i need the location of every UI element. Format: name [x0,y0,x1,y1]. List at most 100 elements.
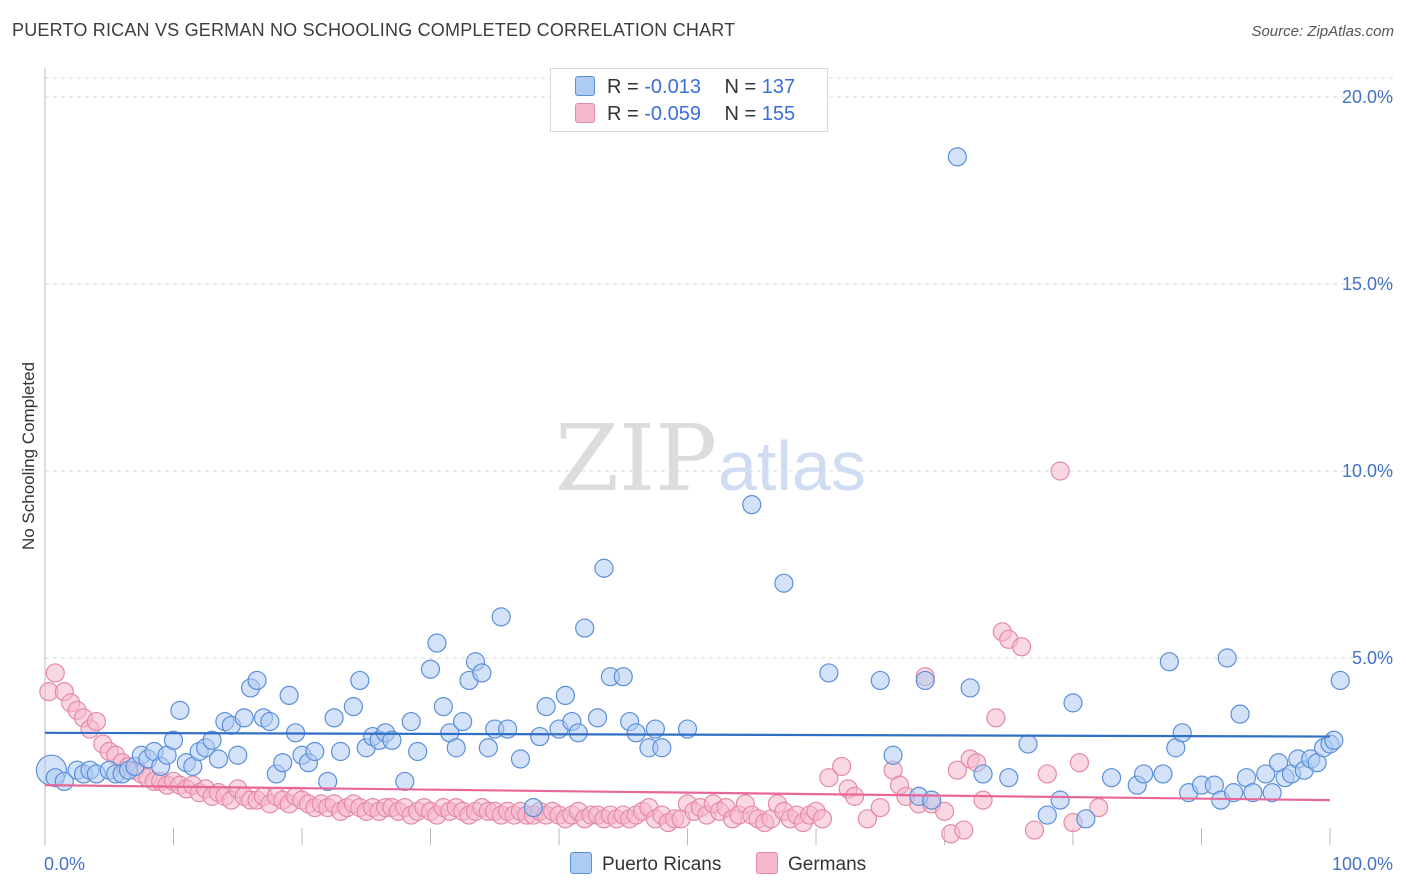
german-point [844,786,865,806]
legend-n-label: N = [724,103,757,125]
axes [44,68,1331,845]
puerto-rican-point [453,711,473,732]
puerto-rican-point [1262,783,1282,803]
legend-swatch-blue [575,76,595,96]
puerto-rican-point [568,723,588,743]
puerto-rican-point [530,726,550,747]
watermark-zip: ZIP [555,405,717,512]
puerto-rican-point [870,670,890,691]
puerto-rican-point [478,738,498,758]
y-tick-label: 20.0% [1342,87,1393,107]
puerto-rican-point [318,771,338,792]
legend-n-value: 137 [761,76,796,98]
y-axis-title: No Schooling Completed [19,362,38,550]
puerto-rican-point [350,670,370,691]
puerto-rican-point [1018,734,1038,754]
chart-title: PUERTO RICAN VS GERMAN NO SCHOOLING COMP… [12,20,736,40]
german-point [45,663,65,683]
german-point [1024,820,1045,840]
german-point [812,809,833,829]
puerto-rican-point [883,745,903,765]
puerto-rican-point [247,670,267,691]
puerto-rican-point [575,618,595,638]
german-point [819,768,839,788]
puerto-rican-point [1050,790,1070,810]
puerto-rican-point [1172,723,1192,743]
german-point [86,711,107,732]
legend-row-germans: R = -0.059 N = 155 [575,103,795,127]
watermark-atlas: atlas [718,427,866,505]
puerto-rican-point [594,558,614,578]
puerto-rican-point [742,495,762,515]
source-label: Source: ZipAtlas.com [1251,23,1394,40]
puerto-rican-point [999,768,1019,788]
legend-swatch-pink [756,852,778,874]
legend-item-germans: Germans [756,852,866,876]
german-point [947,760,967,780]
puerto-rican-point [1063,693,1083,713]
puerto-rican-point [510,749,531,769]
watermark: ZIP atlas [555,405,866,512]
x-tick-label: 100.0% [1332,854,1393,874]
legend-row-puerto-ricans: R = -0.013 N = 137 [575,76,795,100]
puerto-rican-point [446,738,466,758]
puerto-rican-point [382,730,402,750]
legend-r-value: -0.059 [644,103,701,125]
puerto-rican-point [915,670,935,691]
puerto-rican-point [523,797,543,818]
puerto-rican-point [1256,764,1276,784]
puerto-rican-point [1224,783,1244,803]
trend-lines [44,731,1331,802]
puerto-rican-point [947,147,967,167]
puerto-rican-point [1243,783,1263,803]
puerto-rican-point [170,700,190,720]
puerto-rican-point [1101,768,1122,788]
correlation-legend: R = -0.013 N = 137 R = -0.059 N = 155 [550,68,828,132]
puerto-rican-point [1134,764,1154,784]
puerto-rican-point [652,738,672,758]
puerto-rican-point [324,708,344,728]
trend-line-germans [44,784,1331,802]
legend-r-label: R = [607,76,639,98]
puerto-rican-point [498,719,518,739]
puerto-rican-point [234,708,254,728]
german-point [954,820,974,840]
puerto-rican-point [491,607,511,627]
german-point [870,797,890,818]
puerto-rican-point [330,741,351,762]
german-point [832,756,852,777]
german-point [1011,637,1032,657]
puerto-rican-point [228,745,248,765]
legend-n-value: 155 [761,103,796,125]
puerto-rican-point [343,697,363,717]
puerto-rican-point [260,711,280,732]
legend-swatch-pink [575,103,595,123]
x-tick-label: 0.0% [44,854,85,874]
puerto-rican-point [401,711,421,732]
puerto-rican-point [555,685,576,706]
puerto-rican-point [208,749,229,769]
puerto-rican-point [163,730,184,750]
puerto-rican-point [1330,670,1350,691]
puerto-rican-point [587,708,608,728]
legend-series2-label: Germans [788,854,867,875]
puerto-rican-point [922,790,942,810]
puerto-rican-point [427,633,447,653]
german-point [973,790,993,810]
legend-n-label: N = [724,76,757,98]
series-legend: Puerto Ricans Germans [0,852,1406,878]
puerto-rican-point [305,741,325,762]
puerto-rican-point [1076,809,1096,829]
puerto-rican-point [819,663,839,683]
y-tick-label: 15.0% [1342,274,1393,294]
y-tick-label: 10.0% [1342,461,1393,481]
puerto-rican-point [1037,805,1057,825]
legend-item-puerto-ricans: Puerto Ricans [570,852,721,876]
german-point [934,801,955,821]
puerto-rican-point [408,741,428,762]
puerto-rican-point [536,697,556,717]
puerto-rican-point [472,663,492,683]
gridlines [45,77,1395,659]
puerto-rican-point [420,659,441,679]
